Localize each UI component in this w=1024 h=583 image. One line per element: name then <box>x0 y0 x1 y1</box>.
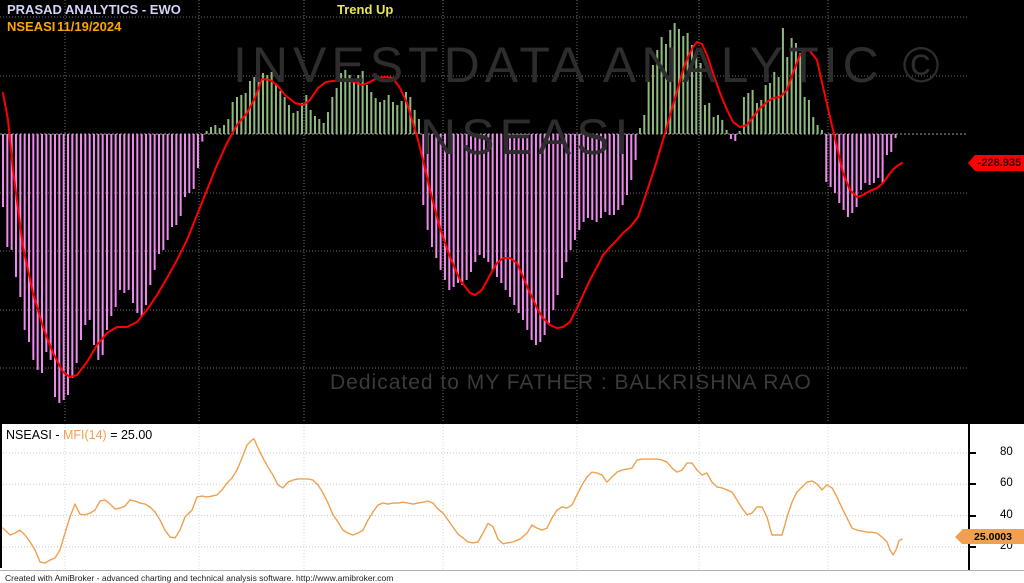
mfi-last-value: 25.0003 <box>974 530 1012 543</box>
ewo-chart-pane[interactable]: INVESTDATA ANALYTIC © NSEASI Dedicated t… <box>0 0 1024 424</box>
mfi-chart-pane[interactable]: NSEASI - MFI(14) = 25.00 80 60 40 20 <box>0 424 1024 570</box>
axis-tick <box>970 452 976 454</box>
axis-label-60: 60 <box>1000 477 1013 489</box>
mfi-last-value-tag: 25.0003 <box>955 529 1024 544</box>
axis-tick <box>970 515 976 517</box>
date-label: 11/19/2024 <box>57 19 122 34</box>
watermark-line1: INVESTDATA ANALYTIC © <box>233 37 945 93</box>
ewo-last-value: -228.935 <box>977 157 1022 169</box>
axis-tick <box>970 546 976 548</box>
trend-status-label: Trend Up <box>337 2 394 17</box>
axis-label-80: 80 <box>1000 446 1013 458</box>
mfi-plot[interactable] <box>0 424 968 570</box>
mfi-value-label: = 25.00 <box>106 428 153 442</box>
axis-label-40: 40 <box>1000 509 1013 521</box>
mfi-pane-title: NSEASI - MFI(14) = 25.00 <box>6 428 152 442</box>
mfi-symbol: NSEASI - <box>6 428 63 442</box>
ewo-plot[interactable] <box>0 0 1024 424</box>
watermark-dedication: Dedicated to MY FATHER : BALKRISHNA RAO <box>330 371 812 394</box>
watermark-line2: NSEASI <box>420 109 634 165</box>
ewo-last-value-tag: -228.935 <box>968 155 1024 171</box>
status-bar-text: Created with AmiBroker - advanced charti… <box>5 573 394 583</box>
chart-title: PRASAD ANALYTICS - EWO <box>7 2 181 17</box>
mfi-indicator-label: MFI(14) <box>62 428 107 442</box>
axis-tick <box>970 483 976 485</box>
symbol-label: NSEASI <box>7 19 56 34</box>
tag-arrow-icon <box>955 529 962 544</box>
mfi-value-axis[interactable]: 80 60 40 20 <box>968 424 1024 570</box>
tag-arrow-icon <box>968 155 975 171</box>
panel-left-border <box>0 424 2 568</box>
status-bar: Created with AmiBroker - advanced charti… <box>0 570 1024 583</box>
